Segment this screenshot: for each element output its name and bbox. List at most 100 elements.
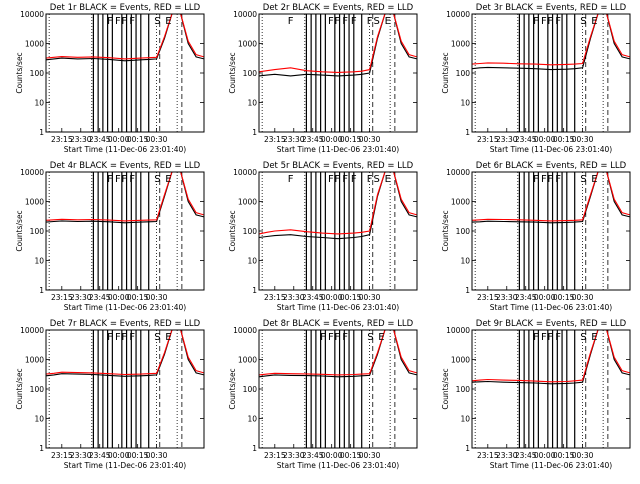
y-tick-label: 100 — [456, 69, 471, 78]
flag-label: E — [385, 174, 391, 185]
x-tick-label: 00:15 — [340, 451, 362, 460]
x-tick-label: 00:00 — [108, 451, 130, 460]
flag-label: F — [533, 332, 539, 343]
plot-area — [46, 14, 204, 132]
x-tick-label: 23:30 — [283, 293, 305, 302]
x-tick-label: 00:30 — [359, 135, 381, 144]
series-line-lld — [259, 172, 417, 235]
y-axis-label: Counts/sec — [228, 210, 237, 251]
series-line-lld — [46, 172, 204, 222]
x-tick-label: 00:30 — [146, 293, 168, 302]
x-tick-label: 00:00 — [321, 293, 343, 302]
flag-label: F — [367, 174, 373, 185]
series-line-lld — [472, 14, 630, 66]
panel-title: Det 6r BLACK = Events, RED = LLD — [476, 161, 627, 171]
x-tick-label: 23:45 — [515, 293, 537, 302]
y-tick-label: 1 — [39, 128, 44, 137]
x-tick-label: 23:45 — [515, 135, 537, 144]
x-tick-label: 00:30 — [359, 451, 381, 460]
flag-label: E — [165, 174, 171, 185]
series-line-lld — [46, 14, 204, 60]
y-tick-label: 1 — [252, 128, 257, 137]
flag-label: F — [129, 16, 135, 27]
flag-label: E — [165, 16, 171, 27]
x-tick-label: 23:45 — [89, 135, 111, 144]
flag-label: F — [121, 332, 127, 343]
x-tick-label: 00:00 — [108, 293, 130, 302]
x-tick-label: 23:30 — [496, 135, 518, 144]
x-tick-label: 23:30 — [70, 293, 92, 302]
x-tick-label: 00:30 — [146, 135, 168, 144]
y-tick-label: 10000 — [20, 326, 44, 335]
y-axis-label: Counts/sec — [228, 368, 237, 409]
y-axis-label: Counts/sec — [441, 52, 450, 93]
x-tick-label: 23:30 — [283, 135, 305, 144]
flag-label: F — [320, 332, 326, 343]
flag-label: E — [591, 174, 597, 185]
plot-area — [472, 330, 630, 448]
flag-label: F — [115, 332, 121, 343]
y-tick-label: 100 — [456, 385, 471, 394]
series-line-lld — [472, 172, 630, 222]
x-tick-label: 00:15 — [553, 293, 575, 302]
panel-title: Det 5r BLACK = Events, RED = LLD — [263, 161, 414, 171]
x-tick-label: 00:15 — [340, 293, 362, 302]
y-tick-label: 1 — [465, 128, 470, 137]
y-tick-label: 10000 — [233, 326, 257, 335]
series-line-lld — [259, 14, 417, 73]
x-tick-label: 00:15 — [553, 135, 575, 144]
y-tick-label: 10000 — [446, 10, 470, 19]
x-tick-label: 23:45 — [515, 451, 537, 460]
flag-label: F — [342, 174, 348, 185]
plot-frame — [471, 329, 631, 449]
x-tick-label: 00:00 — [534, 135, 556, 144]
flag-label: F — [328, 174, 334, 185]
y-tick-label: 100 — [243, 227, 258, 236]
y-tick-label: 10000 — [20, 168, 44, 177]
flag-label: S — [374, 16, 380, 27]
x-tick-label: 00:00 — [534, 293, 556, 302]
flag-label: E — [165, 332, 171, 343]
flag-label: F — [547, 174, 553, 185]
flag-label: F — [288, 174, 294, 185]
panel-title: Det 9r BLACK = Events, RED = LLD — [476, 319, 627, 329]
flag-label: F — [328, 332, 334, 343]
plot-area — [46, 172, 204, 290]
x-tick-label: 23:45 — [89, 293, 111, 302]
y-tick-label: 1000 — [451, 198, 470, 207]
flag-label: S — [580, 332, 586, 343]
y-axis-label: Counts/sec — [15, 368, 24, 409]
x-tick-label: 23:15 — [51, 135, 73, 144]
plot-area — [472, 14, 630, 132]
y-tick-label: 1000 — [25, 356, 44, 365]
y-tick-label: 10 — [247, 415, 257, 424]
y-tick-label: 1 — [39, 286, 44, 295]
flag-label: F — [334, 332, 340, 343]
x-axis-label: Start Time (11-Dec-06 23:01:40) — [490, 145, 612, 154]
x-tick-label: 00:30 — [359, 293, 381, 302]
x-tick-label: 23:45 — [302, 135, 324, 144]
series-line-lld — [259, 330, 417, 376]
panel-title: Det 1r BLACK = Events, RED = LLD — [50, 3, 201, 13]
flag-label: F — [547, 332, 553, 343]
flag-label: F — [107, 174, 113, 185]
x-tick-label: 00:15 — [127, 135, 149, 144]
flag-label: S — [154, 332, 160, 343]
y-tick-label: 1000 — [25, 40, 44, 49]
y-axis-label: Counts/sec — [441, 210, 450, 251]
x-tick-label: 23:30 — [496, 451, 518, 460]
flag-label: E — [385, 16, 391, 27]
plot-frame — [471, 171, 631, 291]
panel-title: Det 7r BLACK = Events, RED = LLD — [50, 319, 201, 329]
x-tick-label: 23:15 — [477, 135, 499, 144]
plot-area — [259, 172, 417, 290]
y-axis-label: Counts/sec — [228, 52, 237, 93]
y-tick-label: 1000 — [451, 40, 470, 49]
x-tick-label: 23:30 — [496, 293, 518, 302]
flag-label: F — [367, 16, 373, 27]
